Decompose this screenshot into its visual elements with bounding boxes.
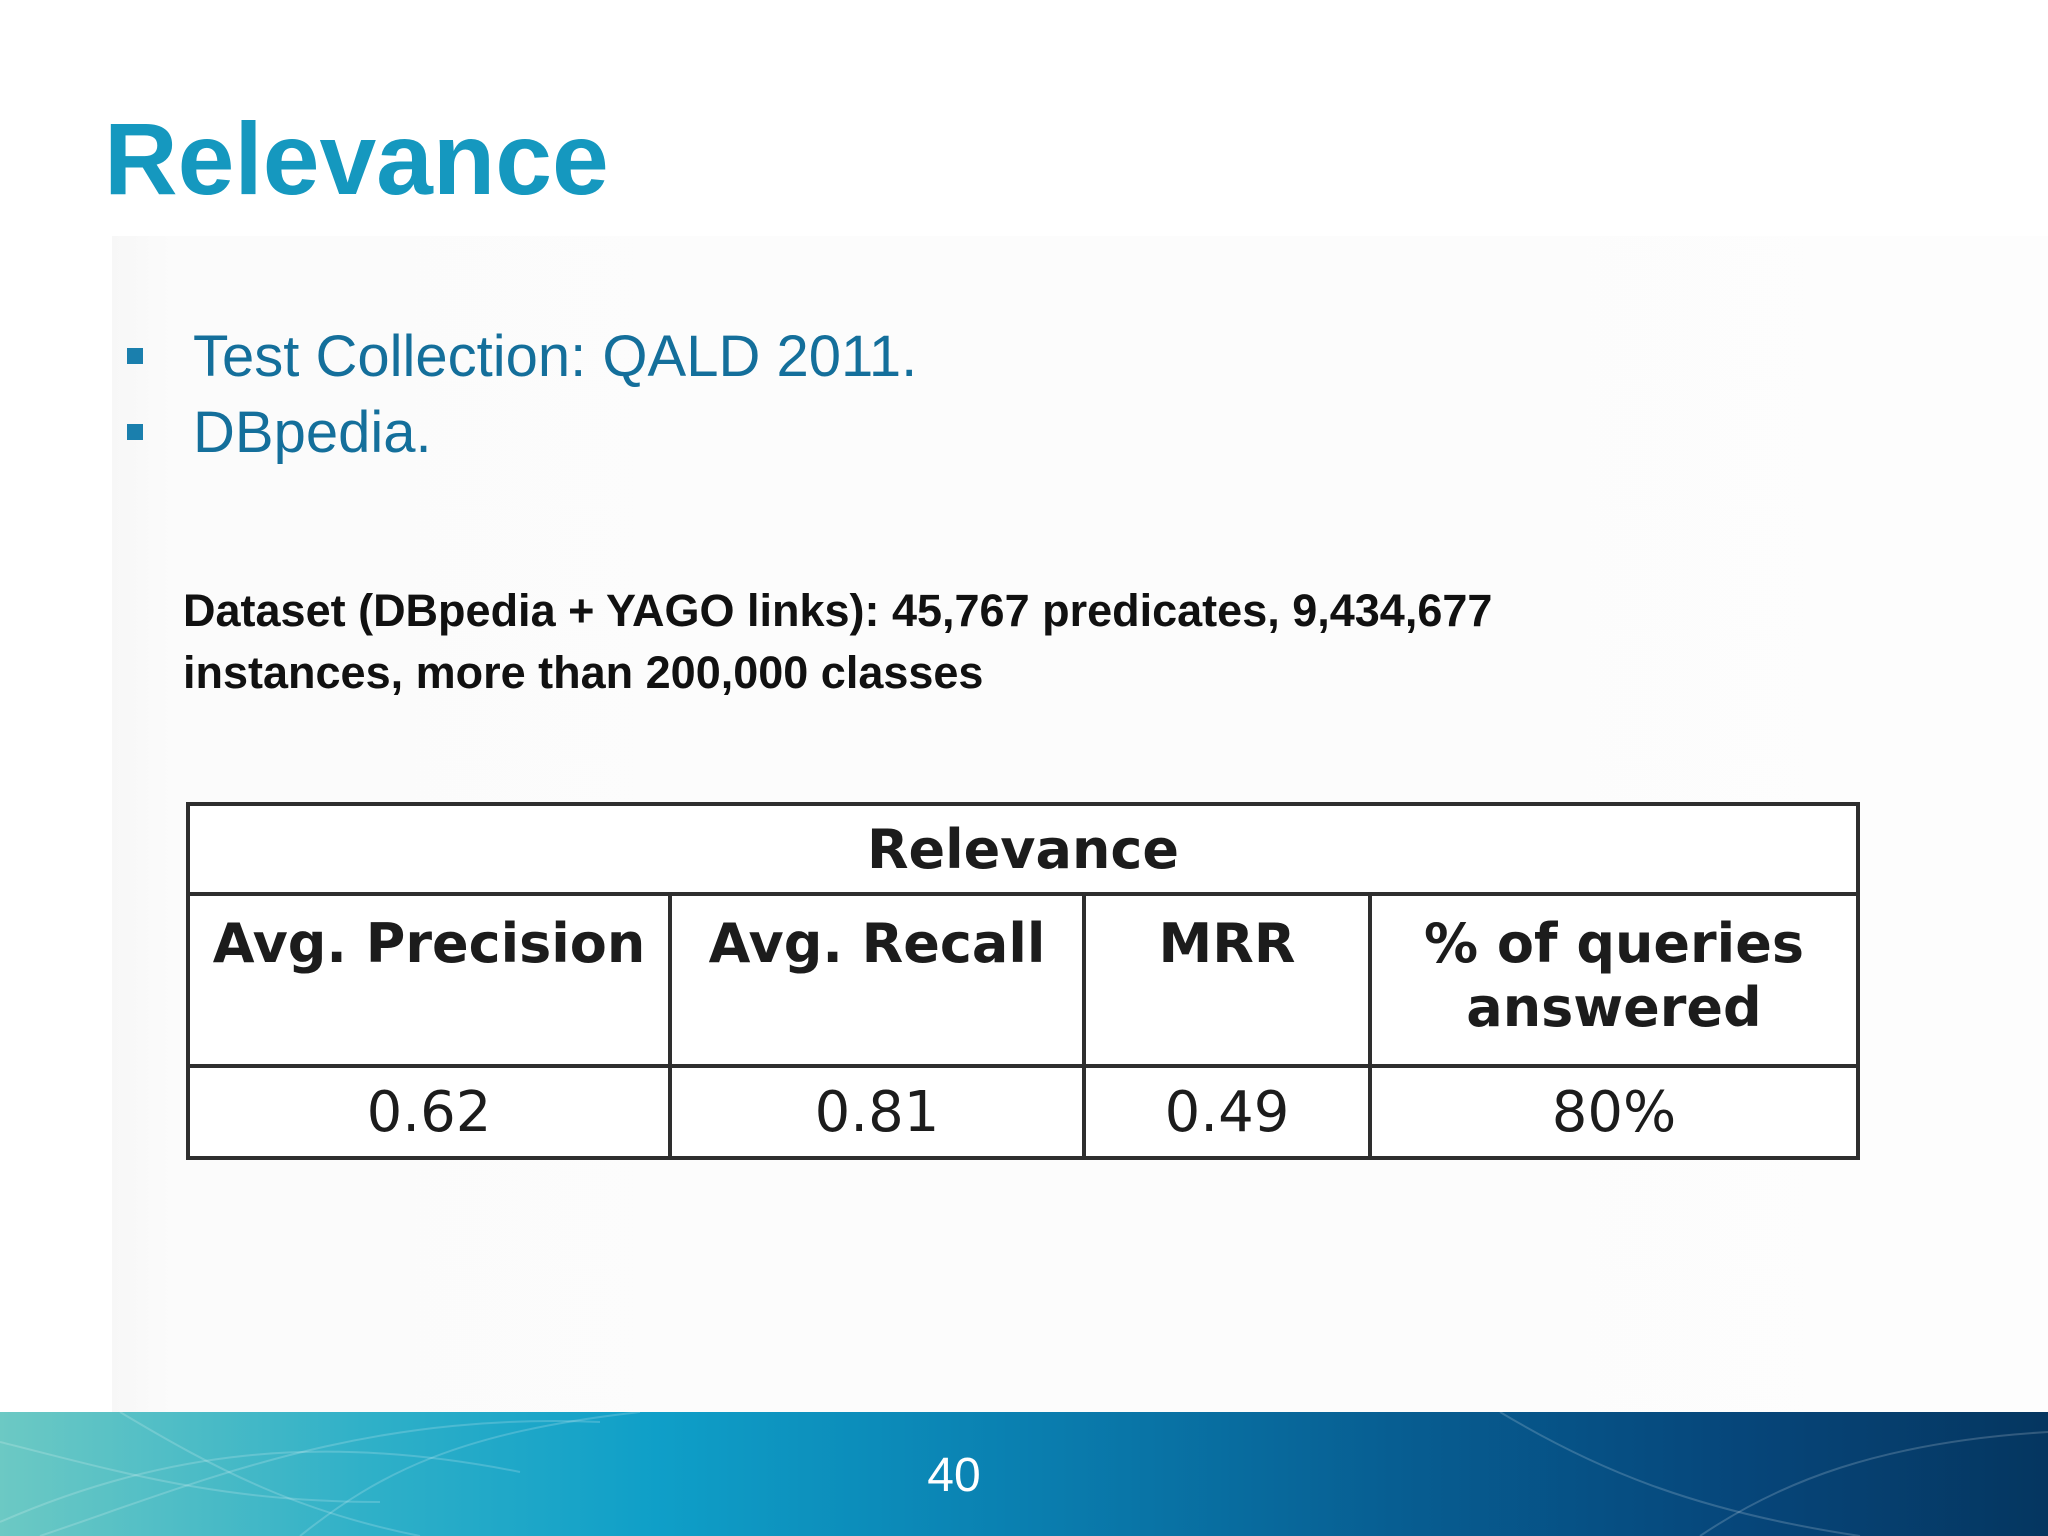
header-mrr: MRR <box>1082 892 1372 1068</box>
header-avg-precision: Avg. Precision <box>186 892 672 1068</box>
bullet-item: Test Collection: QALD 2011. <box>120 318 917 394</box>
table-header-row: Avg. Precision Avg. Recall MRR % of quer… <box>186 892 1860 1068</box>
table-caption: Relevance <box>186 802 1860 896</box>
bullet-square-icon <box>127 424 143 440</box>
page-number: 40 <box>927 1449 981 1502</box>
dataset-line: instances, more than 200,000 classes <box>183 647 984 698</box>
table-caption-row: Relevance <box>186 802 1860 896</box>
value-avg-recall: 0.81 <box>668 1064 1086 1160</box>
table-row: 0.62 0.81 0.49 80% <box>186 1064 1860 1160</box>
bullet-text: Test Collection: QALD 2011. <box>193 323 918 389</box>
dataset-line: Dataset (DBpedia + YAGO links): 45,767 p… <box>183 585 1493 636</box>
slide-title: Relevance <box>104 102 609 216</box>
header-avg-recall: Avg. Recall <box>668 892 1086 1068</box>
bullet-text: DBpedia. <box>193 399 432 465</box>
value-queries-answered: 80% <box>1368 1064 1860 1160</box>
bullet-list: Test Collection: QALD 2011. DBpedia. <box>120 318 917 470</box>
footer-band <box>0 1412 2048 1536</box>
value-avg-precision: 0.62 <box>186 1064 672 1160</box>
footer-decoration <box>0 1412 2048 1536</box>
dataset-description: Dataset (DBpedia + YAGO links): 45,767 p… <box>183 580 1783 704</box>
relevance-table: Relevance Avg. Precision Avg. Recall MRR… <box>186 802 1860 1160</box>
header-queries-answered: % of queries answered <box>1368 892 1860 1068</box>
bullet-square-icon <box>127 348 143 364</box>
value-mrr: 0.49 <box>1082 1064 1372 1160</box>
bullet-item: DBpedia. <box>120 394 917 470</box>
relevance-table-image: Relevance Avg. Precision Avg. Recall MRR… <box>186 802 1860 1160</box>
